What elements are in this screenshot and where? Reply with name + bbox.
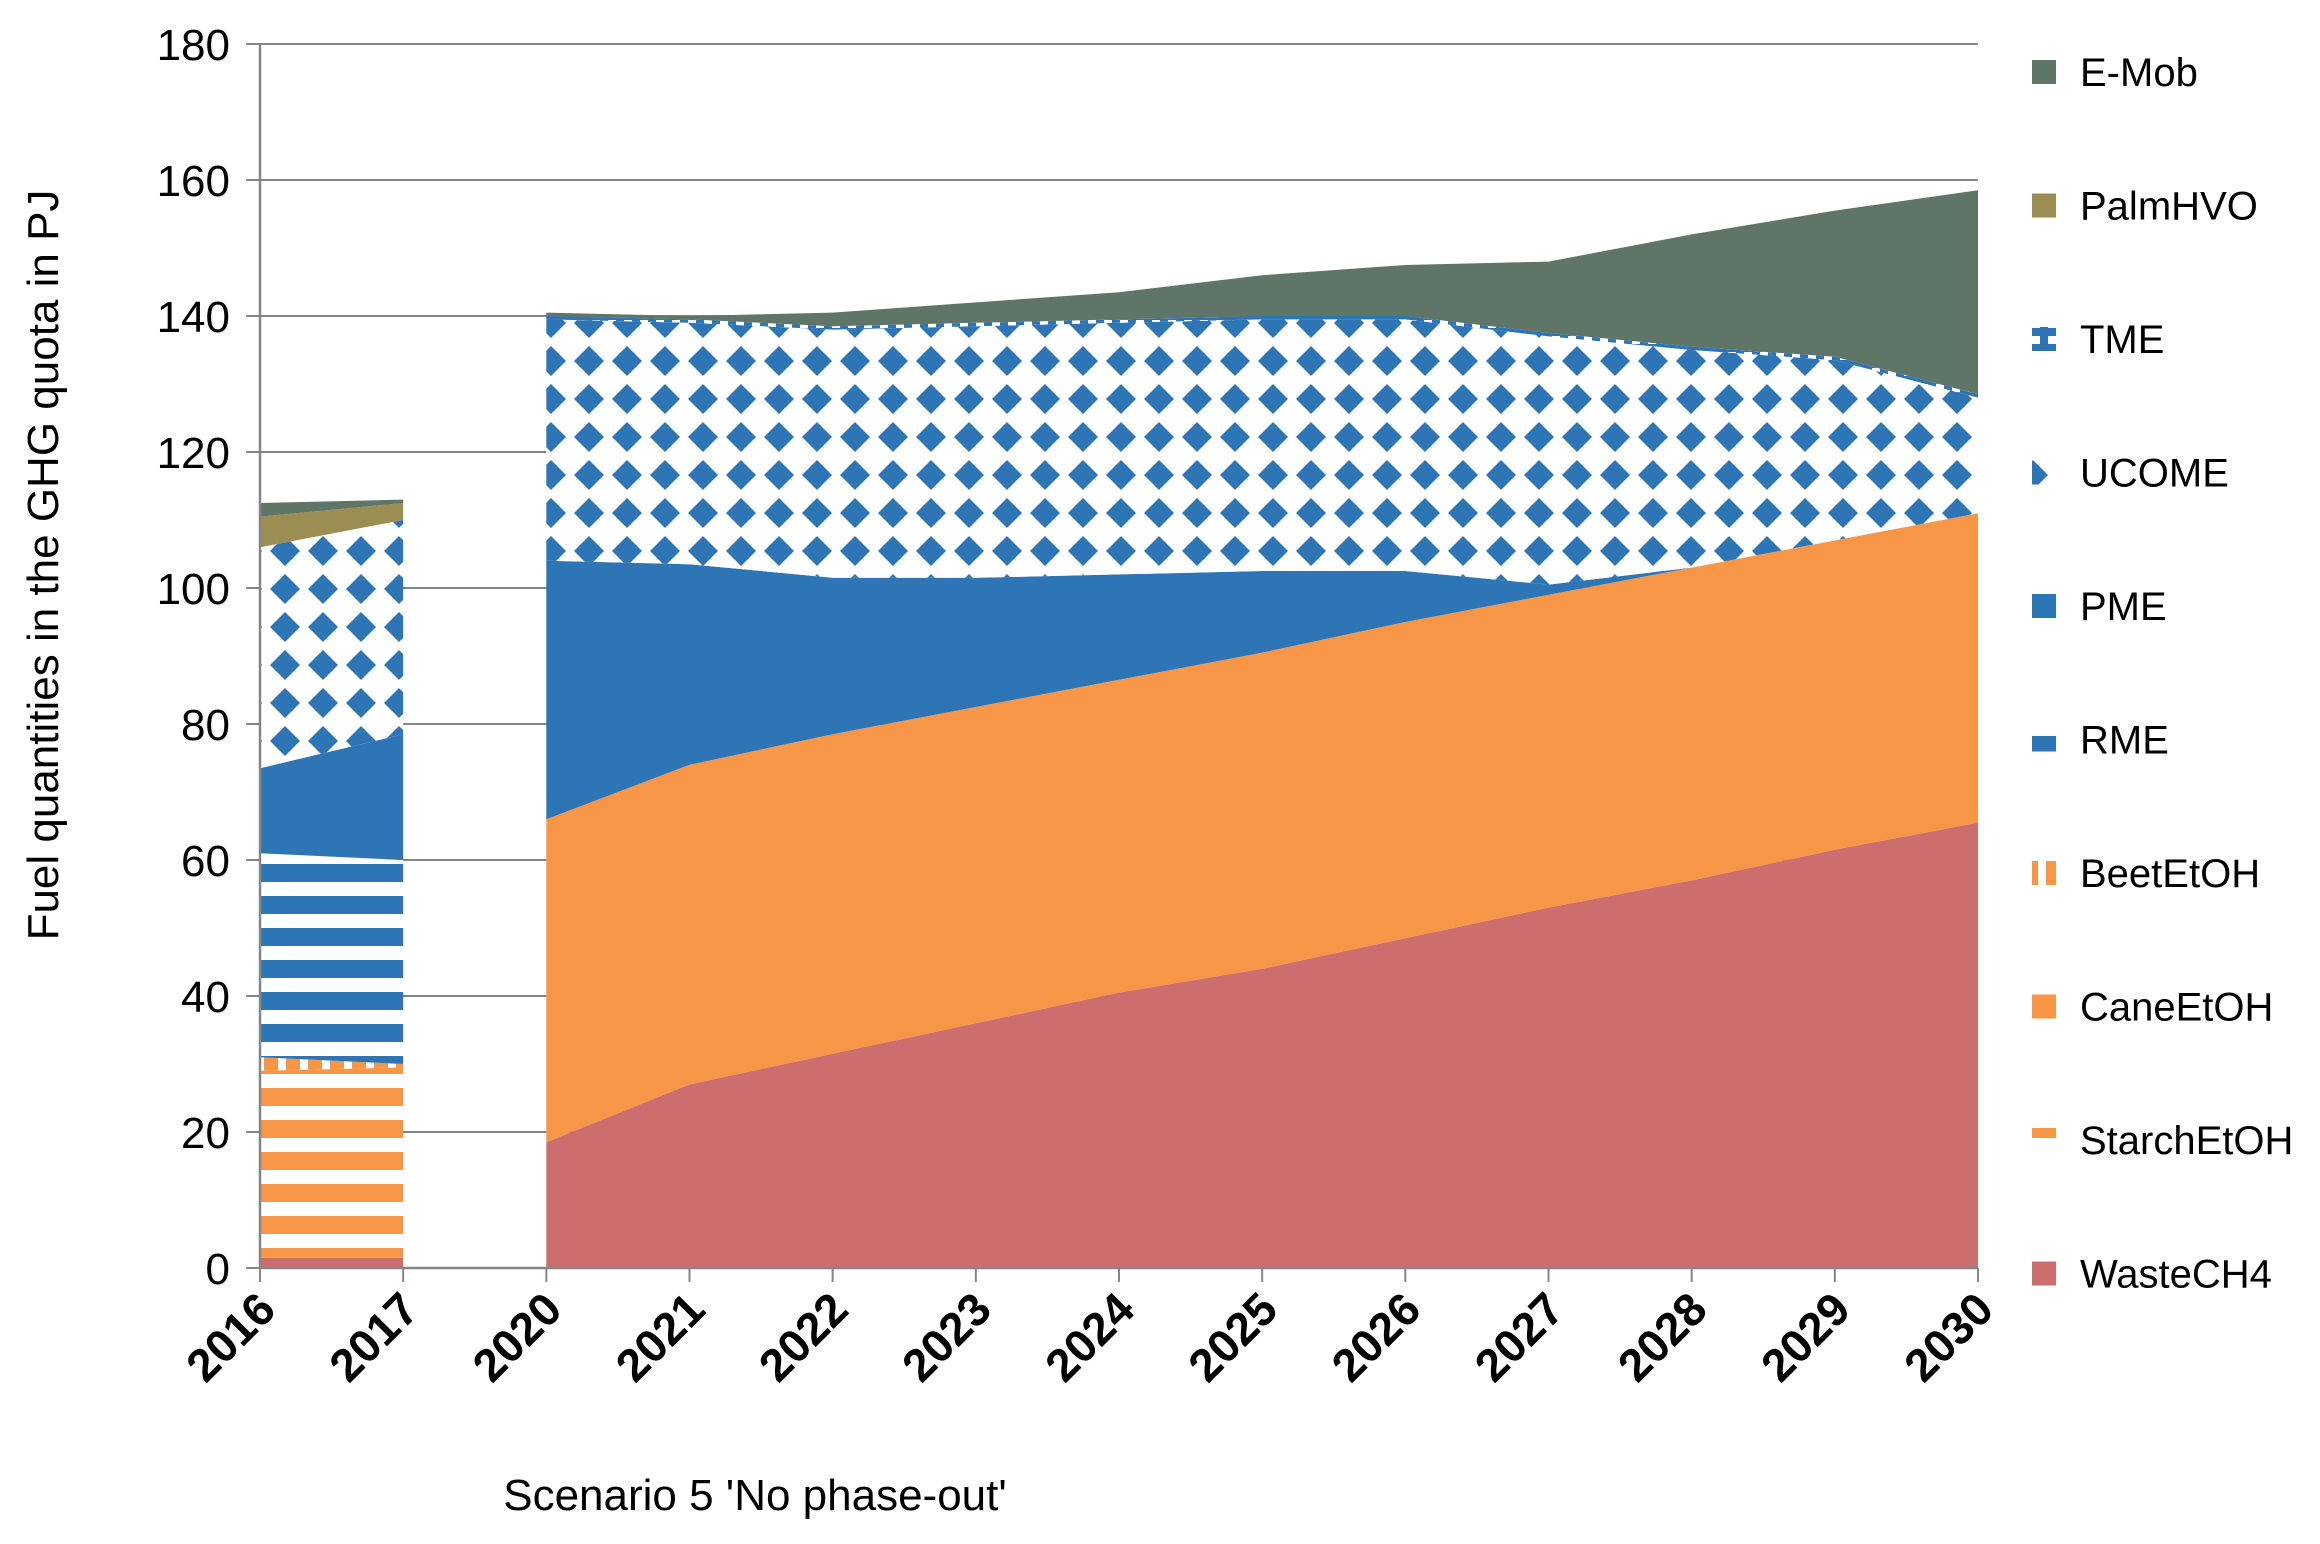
- x-tick-label: 2020: [462, 1282, 571, 1391]
- y-tick-label: 80: [181, 701, 230, 750]
- legend-swatch-e-mob: [2032, 60, 2056, 84]
- x-tick-label: 2030: [1894, 1282, 2003, 1391]
- legend-swatch-caneetoh: [2032, 994, 2056, 1019]
- area-series: [260, 190, 1978, 1268]
- y-tick-label: 100: [157, 565, 230, 614]
- y-tick-label: 20: [181, 1109, 230, 1158]
- x-tick-label: 2021: [605, 1282, 714, 1391]
- area-beetetoh-segment-1: [260, 1057, 404, 1071]
- y-tick-label: 140: [157, 293, 230, 342]
- legend-swatch-rme: [2032, 727, 2056, 752]
- area-e-mob-segment-2: [546, 190, 1978, 395]
- legend-label-tme: TME: [2080, 318, 2164, 362]
- legend-label-starchetoh: StarchEtOH: [2080, 1119, 2293, 1163]
- y-tick-label: 40: [181, 973, 230, 1022]
- legend-swatch-pme: [2032, 594, 2056, 618]
- y-tick-label: 160: [157, 157, 230, 206]
- x-tick-label: 2016: [176, 1282, 285, 1391]
- x-tick-label: 2025: [1178, 1282, 1287, 1391]
- x-tick-label: 2023: [892, 1282, 1001, 1391]
- area-pme-segment-1: [260, 734, 404, 860]
- legend-label-rme: RME: [2080, 719, 2169, 763]
- x-tick-label: 2028: [1608, 1282, 1717, 1391]
- x-axis-title: Scenario 5 'No phase-out': [503, 1471, 1007, 1520]
- y-tick-label: 120: [157, 429, 230, 478]
- x-tick-label: 2029: [1751, 1282, 1860, 1391]
- legend-swatch-wastech4: [2032, 1261, 2056, 1286]
- area-e-mob-segment-1: [260, 499, 404, 517]
- x-tick-label: 2017: [319, 1282, 428, 1391]
- area-ucome-segment-1: [260, 520, 404, 769]
- area-wastech4-segment-1: [260, 1257, 404, 1268]
- area-ucome-segment-2: [546, 319, 1978, 585]
- legend: E-Mob PalmHVO TME UCOME PME RME BeetEtOH CaneEt…: [2032, 51, 2293, 1297]
- y-tick-label: 0: [206, 1245, 230, 1294]
- legend-label-caneetoh: CaneEtOH: [2080, 986, 2273, 1030]
- area-caneetoh-segment-2: [546, 513, 1978, 1143]
- x-tick-label: 2027: [1464, 1282, 1573, 1391]
- area-wastech4-segment-2: [546, 822, 1978, 1268]
- legend-swatch-ucome: [2032, 460, 2056, 485]
- legend-swatch-starchetoh: [2032, 1128, 2056, 1152]
- legend-label-ucome: UCOME: [2080, 452, 2229, 496]
- legend-swatch-beetetoh: [2032, 861, 2056, 885]
- legend-swatch-palmhvo: [2032, 193, 2056, 218]
- area-starchetoh-segment-1: [260, 1067, 404, 1258]
- legend-label-palmhvo: PalmHVO: [2080, 185, 2258, 229]
- area-pme-segment-2: [546, 513, 1978, 820]
- legend-label-e-mob: E-Mob: [2080, 51, 2198, 95]
- area-palmhvo-segment-1: [260, 503, 404, 548]
- x-tick-label: 2022: [749, 1282, 858, 1391]
- legend-label-beetetoh: BeetEtOH: [2080, 852, 2260, 896]
- legend-label-pme: PME: [2080, 585, 2167, 629]
- y-tick-label: 60: [181, 837, 230, 886]
- y-axis-title: Fuel quantities in the GHG quota in PJ: [19, 190, 68, 941]
- y-tick-label: 180: [157, 21, 230, 70]
- area-rme-segment-1: [260, 853, 404, 1064]
- legend-label-wastech4: WasteCH4: [2080, 1253, 2272, 1297]
- x-tick-label: 2024: [1035, 1282, 1144, 1391]
- legend-swatch-tme: [2032, 327, 2056, 351]
- x-tick-label: 2026: [1321, 1282, 1430, 1391]
